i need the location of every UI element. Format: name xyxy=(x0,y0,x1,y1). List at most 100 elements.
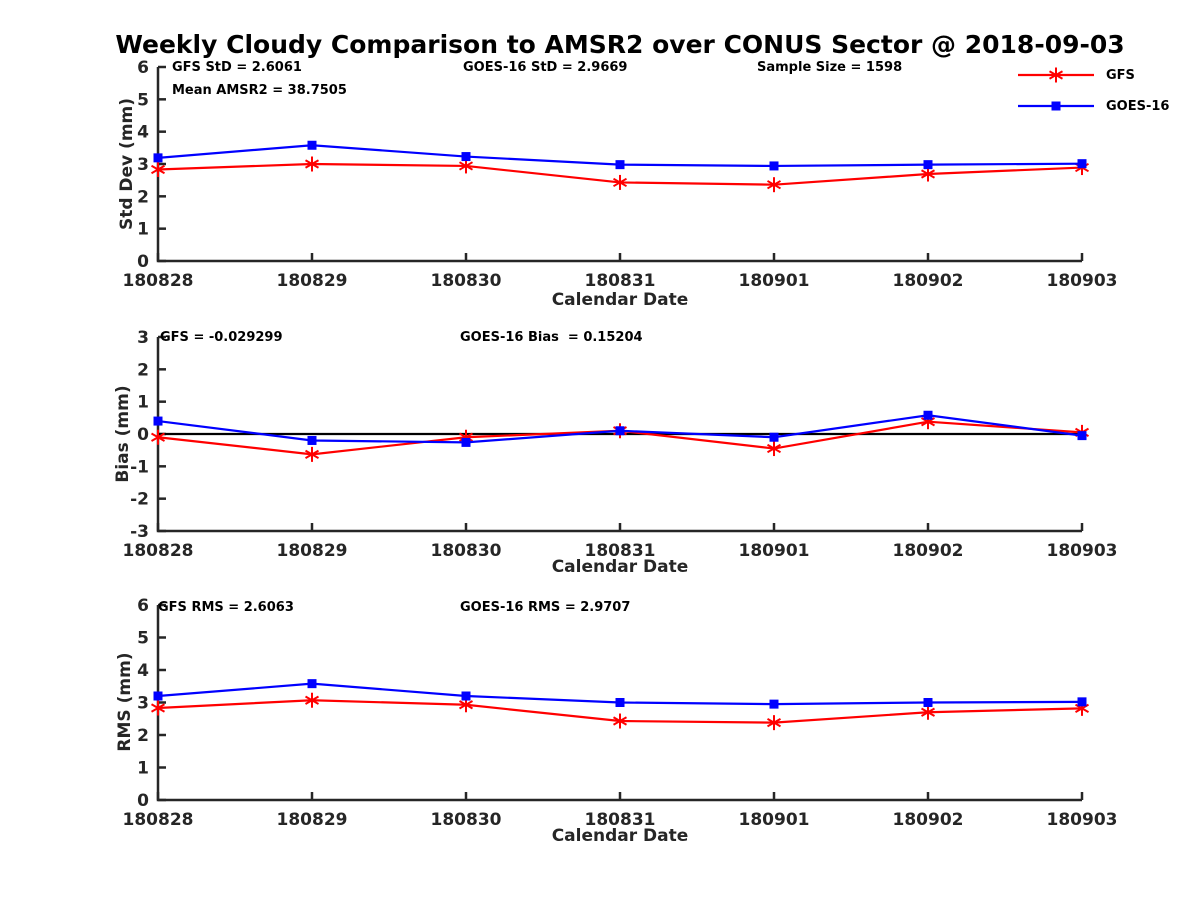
gfs-star-marker xyxy=(1075,703,1089,713)
goes-16-square-marker xyxy=(1077,431,1087,441)
y-tick-label: 5 xyxy=(137,90,149,110)
bias-xlabel: Calendar Date xyxy=(551,557,689,577)
x-tick-label: 180902 xyxy=(893,271,964,291)
gfs-star-marker xyxy=(151,432,165,442)
y-tick-label: 4 xyxy=(137,661,149,681)
gfs-star-marker xyxy=(613,716,627,726)
goes-16-square-marker xyxy=(615,426,625,436)
figure-title: Weekly Cloudy Comparison to AMSR2 over C… xyxy=(115,30,1125,59)
gfs-line-star-swatch xyxy=(1018,67,1094,83)
gfs-star-marker xyxy=(459,161,473,171)
gfs-star-marker xyxy=(305,695,319,705)
goes-16-square-marker xyxy=(461,152,471,162)
gfs-star-marker xyxy=(305,159,319,169)
x-tick-label: 180901 xyxy=(739,271,810,291)
y-tick-label: -3 xyxy=(130,522,149,542)
gfs-line xyxy=(157,699,1083,724)
y-tick-label: 2 xyxy=(137,726,149,746)
goes-16-square-marker xyxy=(307,679,317,689)
goes-16-square-marker xyxy=(1077,159,1087,169)
goes-16-square-marker xyxy=(769,161,779,171)
y-tick-label: 5 xyxy=(137,629,149,649)
x-tick-label: 180828 xyxy=(123,271,194,291)
gfs-star-marker xyxy=(1075,427,1089,437)
legend-item-goes-16: GOES-16 xyxy=(1016,93,1169,119)
gfs-line xyxy=(157,162,1083,186)
y-tick-label: 4 xyxy=(137,123,149,143)
gfs-star-marker xyxy=(1075,427,1089,437)
x-tick-label: 180829 xyxy=(277,271,348,291)
gfs-star-marker xyxy=(151,703,165,713)
gfs-star-marker xyxy=(1075,703,1089,713)
y-tick-label: 0 xyxy=(137,791,149,811)
x-tick-label: 180830 xyxy=(431,271,502,291)
annotation-goes-16-rms: GOES-16 RMS = 2.9707 xyxy=(460,600,631,615)
gfs-star-marker xyxy=(921,417,935,427)
y-tick-label: 2 xyxy=(137,360,149,380)
gfs-star-marker xyxy=(305,449,319,459)
goes-16-square-marker xyxy=(769,699,779,709)
goes-16-square-marker xyxy=(461,437,471,447)
legend-label-goes-16: GOES-16 xyxy=(1106,98,1170,114)
gfs-star-marker xyxy=(459,700,473,710)
goes-16-square-marker xyxy=(153,691,163,701)
goes-16-line xyxy=(157,414,1083,444)
y-tick-label: 1 xyxy=(137,759,149,779)
gfs-star-marker xyxy=(767,718,781,728)
gfs-star-marker xyxy=(151,164,165,175)
annotation-gfs-rms: GFS RMS = 2.6063 xyxy=(158,600,294,615)
gfs-star-marker xyxy=(613,426,627,436)
bias-ylabel: Bias (mm) xyxy=(113,385,133,483)
goes-16-square-marker xyxy=(923,410,933,420)
gfs-star-marker xyxy=(767,443,781,454)
goes-16-line xyxy=(157,682,1083,706)
rms-ylabel: RMS (mm) xyxy=(115,652,135,752)
gfs-star-marker xyxy=(305,449,319,459)
gfs-star-marker xyxy=(151,703,165,713)
std-dev-ylabel: Std Dev (mm) xyxy=(117,97,137,231)
gfs-star-marker xyxy=(613,426,627,436)
goes-16-square-marker xyxy=(307,140,317,150)
gfs-star-marker xyxy=(151,164,165,175)
goes-16-square-marker xyxy=(153,153,163,163)
gfs-star-marker xyxy=(767,180,781,190)
annotation-gfs-std: GFS StD = 2.6061 xyxy=(172,60,302,75)
annotation-goes-16-std: GOES-16 StD = 2.9669 xyxy=(463,60,628,75)
y-tick-label: 3 xyxy=(137,155,149,175)
gfs-star-marker xyxy=(1075,162,1089,173)
gfs-star-marker xyxy=(921,417,935,427)
gfs-star-marker xyxy=(613,716,627,726)
axis-spine xyxy=(156,337,1082,533)
gfs-star-marker xyxy=(459,432,473,442)
std-dev-xlabel: Calendar Date xyxy=(551,290,689,310)
gfs-star-marker xyxy=(459,700,473,710)
legend: GFS GOES-16 xyxy=(1016,62,1169,124)
gfs-star-marker xyxy=(767,443,781,454)
gfs-star-marker xyxy=(305,695,319,705)
gfs-star-marker xyxy=(921,707,935,717)
goes-16-square-marker xyxy=(1077,697,1087,707)
gfs-star-marker xyxy=(305,159,319,169)
legend-item-gfs: GFS xyxy=(1016,62,1169,88)
axis-spine xyxy=(156,605,1082,802)
legend-square-marker xyxy=(1051,101,1061,111)
y-tick-label: 2 xyxy=(137,187,149,207)
annotation-gfs-bias: GFS = -0.029299 xyxy=(160,330,283,345)
y-tick-label: 6 xyxy=(137,58,149,78)
y-tick-label: 3 xyxy=(137,328,149,348)
rms-xlabel: Calendar Date xyxy=(551,826,689,846)
gfs-star-marker xyxy=(459,161,473,171)
goes-16-square-marker xyxy=(923,160,933,170)
annotation-sample-size: Sample Size = 1598 xyxy=(757,60,903,75)
gfs-star-marker xyxy=(613,177,627,188)
y-tick-label: 1 xyxy=(137,220,149,240)
gfs-star-marker xyxy=(921,169,935,179)
gfs-star-marker xyxy=(459,432,473,442)
goes-16-square-marker xyxy=(153,416,163,426)
legend-label-gfs: GFS xyxy=(1106,67,1135,83)
goes-16-line-square-swatch xyxy=(1018,101,1094,111)
gfs-star-marker xyxy=(1075,162,1089,173)
